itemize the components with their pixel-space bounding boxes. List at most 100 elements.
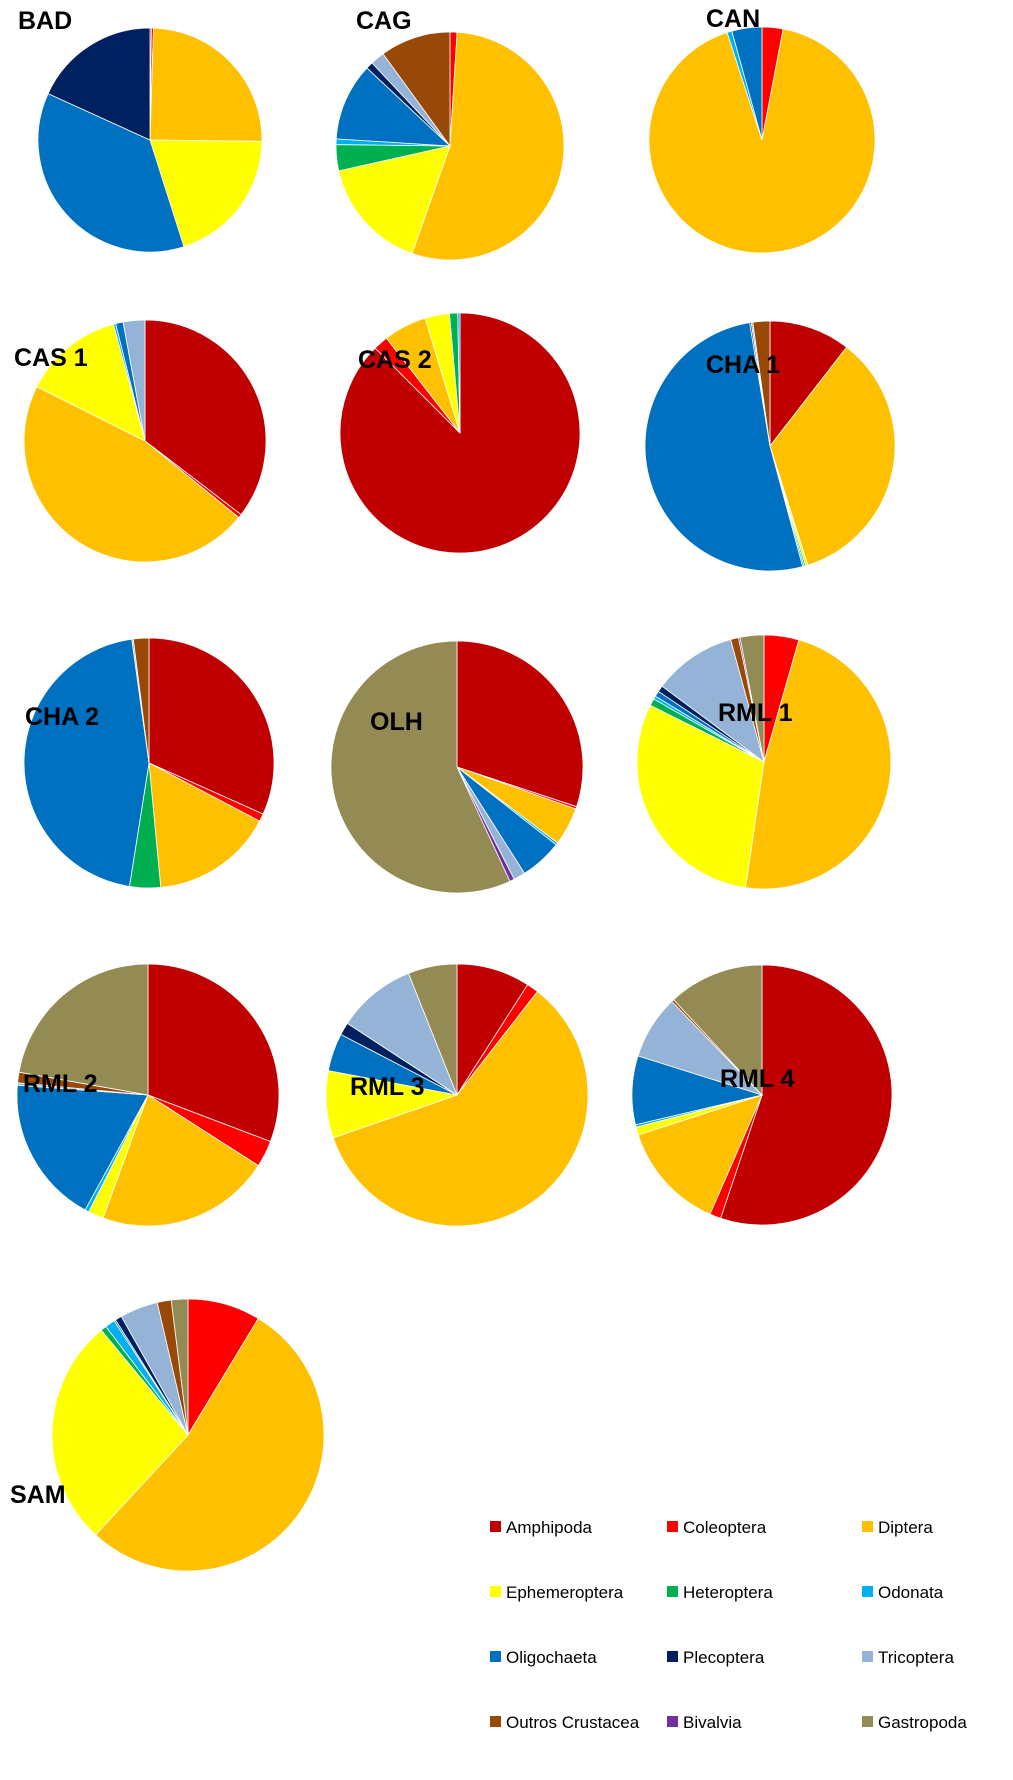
chart-title-cha-2: CHA 2 bbox=[25, 703, 99, 731]
legend-swatch-oligochaeta bbox=[490, 1651, 501, 1662]
pie-chart-rml-4: RML 4 bbox=[631, 964, 893, 1226]
pie-slice-cas-2-odonata bbox=[457, 312, 461, 434]
pie-slice-rml-3-diptera bbox=[332, 991, 589, 1227]
legend-label-tricoptera: Tricoptera bbox=[878, 1648, 954, 1667]
legend-swatch-heteroptera bbox=[667, 1586, 678, 1597]
pie-slice-cas-1-diptera bbox=[23, 386, 240, 563]
pie-slice-rml-2-oligochaeta bbox=[16, 1084, 149, 1211]
chart-title-cag: CAG bbox=[356, 7, 412, 35]
pie-slice-bad-plecoptera bbox=[47, 27, 151, 141]
legend-item-outros-crustacea: Outros Crustacea bbox=[490, 1713, 640, 1732]
pie-slice-olh-amphipoda bbox=[456, 640, 584, 808]
pie-slice-cha-2-diptera bbox=[148, 762, 261, 888]
pie-slice-rml-3-tricoptera bbox=[346, 972, 458, 1097]
pie-slice-olh-gastropoda bbox=[330, 640, 511, 894]
legend-swatch-odonata bbox=[862, 1586, 873, 1597]
legend-label-bivalvia: Bivalvia bbox=[683, 1713, 742, 1732]
pie-slice-rml-4-gastropoda bbox=[673, 964, 763, 1097]
pie-slice-rml-1-ephemeroptera bbox=[636, 704, 765, 889]
pie-slice-cag-outros-crustacea bbox=[382, 31, 451, 148]
legend-label-heteroptera: Heteroptera bbox=[683, 1583, 773, 1602]
pie-chart-rml-2: RML 2 bbox=[16, 963, 280, 1227]
pie-slice-cha-1-oligochaeta bbox=[644, 322, 804, 572]
pie-slice-rml-4-amphipoda bbox=[720, 964, 893, 1226]
legend-label-coleoptera: Coleoptera bbox=[683, 1518, 767, 1537]
legend-label-plecoptera: Plecoptera bbox=[683, 1648, 765, 1667]
legend-swatch-diptera bbox=[862, 1521, 873, 1532]
legend-item-odonata: Odonata bbox=[862, 1583, 944, 1602]
pie-chart-sam: SAM bbox=[10, 1298, 325, 1572]
pie-slice-bad-ephemeroptera bbox=[149, 139, 263, 248]
pie-chart-cag: CAG bbox=[335, 7, 565, 261]
pie-slice-rml-1-tricoptera bbox=[661, 638, 765, 764]
legend-item-heteroptera: Heteroptera bbox=[667, 1583, 773, 1602]
chart-title-sam: SAM bbox=[10, 1481, 66, 1509]
chart-title-cas-1: CAS 1 bbox=[14, 344, 88, 372]
legend-swatch-gastropoda bbox=[862, 1716, 873, 1727]
legend-item-coleoptera: Coleoptera bbox=[667, 1518, 767, 1537]
chart-title-can: CAN bbox=[706, 5, 760, 33]
pie-slice-sam-diptera bbox=[95, 1318, 325, 1572]
legend-item-oligochaeta: Oligochaeta bbox=[490, 1648, 597, 1667]
legend-label-ephemeroptera: Ephemeroptera bbox=[506, 1583, 624, 1602]
pie-slice-rml-1-gastropoda bbox=[739, 634, 765, 763]
legend-item-tricoptera: Tricoptera bbox=[862, 1648, 954, 1667]
legend-item-ephemeroptera: Ephemeroptera bbox=[490, 1583, 624, 1602]
pie-chart-rml-1: RML 1 bbox=[636, 634, 892, 890]
legend-swatch-outros-crustacea bbox=[490, 1716, 501, 1727]
pie-slice-sam-gastropoda bbox=[170, 1298, 189, 1436]
chart-title-bad: BAD bbox=[18, 7, 72, 35]
pie-slice-rml-3-gastropoda bbox=[407, 963, 458, 1096]
pie-chart-bad: BAD bbox=[18, 7, 263, 253]
pie-chart-cas-2: CAS 2 bbox=[339, 312, 581, 554]
legend-swatch-amphipoda bbox=[490, 1521, 501, 1532]
pie-slice-cha-1-outros-crustacea bbox=[752, 320, 771, 447]
legend-swatch-coleoptera bbox=[667, 1521, 678, 1532]
legend-item-gastropoda: Gastropoda bbox=[862, 1713, 967, 1732]
chart-title-rml-4: RML 4 bbox=[720, 1065, 795, 1093]
pie-slice-rml-4-diptera bbox=[637, 1094, 763, 1215]
chart-title-cas-2: CAS 2 bbox=[358, 346, 432, 374]
legend-swatch-plecoptera bbox=[667, 1651, 678, 1662]
legend: Amphipoda Coleoptera Diptera Ephemeroptera H… bbox=[490, 1518, 967, 1732]
pie-slice-rml-1-diptera bbox=[745, 639, 892, 890]
pie-slice-cag-diptera bbox=[411, 31, 565, 261]
legend-swatch-tricoptera bbox=[862, 1651, 873, 1662]
pie-slice-cha-2-amphipoda bbox=[148, 637, 275, 815]
legend-item-amphipoda: Amphipoda bbox=[490, 1518, 593, 1537]
chart-title-rml-2: RML 2 bbox=[23, 1070, 98, 1098]
pie-slice-cha-1-amphipoda bbox=[769, 320, 848, 448]
pie-slice-bad-oligochaeta bbox=[37, 93, 185, 253]
pie-chart-rml-3: RML 3 bbox=[325, 963, 589, 1227]
pie-slice-cha-2-outros-crustacea bbox=[132, 637, 150, 764]
pie-slice-cag-ephemeroptera bbox=[338, 145, 451, 255]
chart-title-olh: OLH bbox=[370, 708, 423, 736]
pie-slice-cag-oligochaeta bbox=[335, 67, 452, 147]
legend-item-bivalvia: Bivalvia bbox=[667, 1713, 742, 1732]
legend-label-outros-crustacea: Outros Crustacea bbox=[506, 1713, 640, 1732]
pie-slice-can-diptera bbox=[648, 28, 876, 254]
pie-slice-rml-2-diptera bbox=[102, 1094, 259, 1227]
chart-title-rml-3: RML 3 bbox=[350, 1073, 425, 1101]
legend-label-odonata: Odonata bbox=[878, 1583, 944, 1602]
legend-label-oligochaeta: Oligochaeta bbox=[506, 1648, 597, 1667]
pie-slice-rml-2-gastropoda bbox=[18, 963, 149, 1096]
pie-slice-cas-1-tricoptera bbox=[122, 319, 146, 442]
pie-slice-cha-1-diptera bbox=[769, 346, 896, 566]
pie-chart-cas-1: CAS 1 bbox=[14, 319, 267, 563]
legend-swatch-ephemeroptera bbox=[490, 1586, 501, 1597]
pie-slice-cha-2-oligochaeta bbox=[23, 638, 150, 887]
legend-label-amphipoda: Amphipoda bbox=[506, 1518, 593, 1537]
pie-chart-cha-2: CHA 2 bbox=[23, 637, 275, 889]
pie-chart-cha-1: CHA 1 bbox=[644, 320, 896, 572]
pie-slice-sam-ephemeroptera bbox=[51, 1329, 189, 1536]
legend-swatch-bivalvia bbox=[667, 1716, 678, 1727]
chart-title-rml-1: RML 1 bbox=[718, 699, 793, 727]
legend-item-plecoptera: Plecoptera bbox=[667, 1648, 765, 1667]
pie-slice-bad-diptera bbox=[149, 27, 263, 142]
chart-title-cha-1: CHA 1 bbox=[706, 351, 780, 379]
legend-label-gastropoda: Gastropoda bbox=[878, 1713, 967, 1732]
legend-label-diptera: Diptera bbox=[878, 1518, 933, 1537]
charts-layer: BAD CAG CAN CAS 1 CAS 2 CHA 1 CHA 2 OLH RML 1 RML… bbox=[10, 5, 896, 1572]
